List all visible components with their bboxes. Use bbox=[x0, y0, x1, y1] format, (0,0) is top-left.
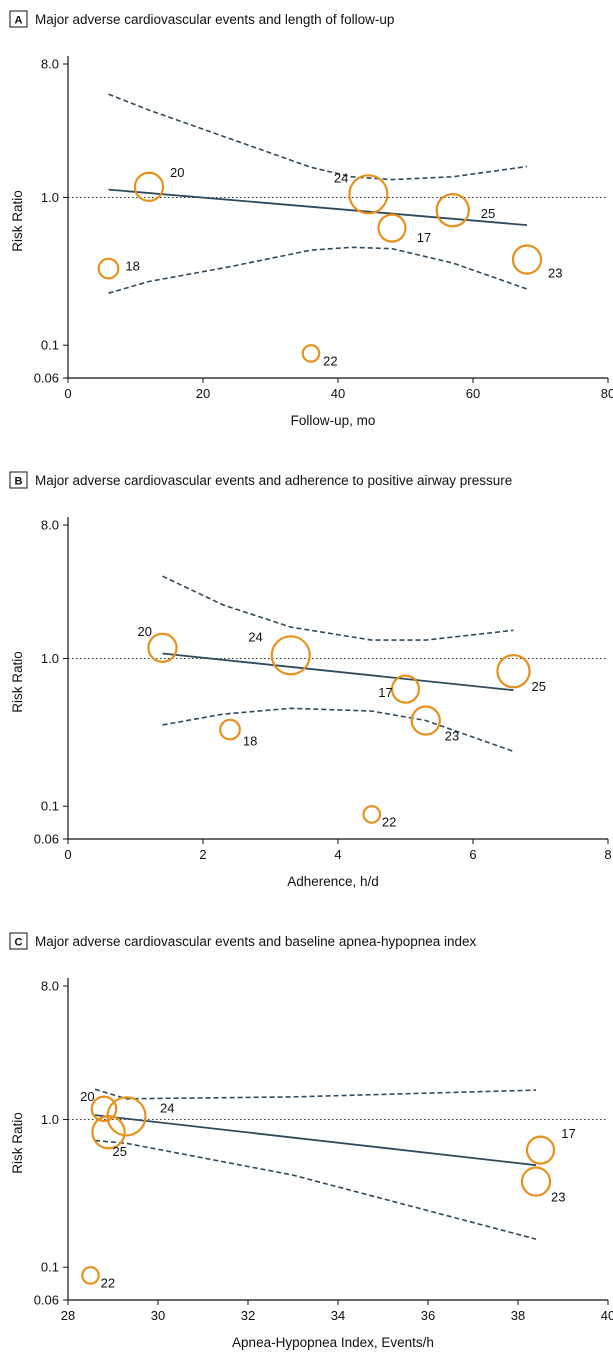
study-point bbox=[270, 635, 311, 676]
lower-ci-line bbox=[162, 707, 514, 753]
panel-letter-box bbox=[9, 10, 28, 28]
x-tick-label: 34 bbox=[331, 1308, 345, 1323]
x-tick-label: 0 bbox=[64, 847, 71, 862]
study-point bbox=[219, 718, 241, 741]
upper-ci-line bbox=[108, 93, 528, 181]
x-tick-label: 8 bbox=[604, 847, 611, 862]
study-point bbox=[525, 1135, 556, 1165]
study-label: 24 bbox=[248, 629, 262, 644]
panel-letter: C bbox=[15, 937, 23, 949]
study-label: 17 bbox=[378, 685, 392, 700]
regression-line bbox=[162, 652, 514, 692]
x-tick-label: 20 bbox=[196, 386, 210, 401]
x-tick-label: 30 bbox=[151, 1308, 165, 1323]
y-axis-label: Risk Ratio bbox=[10, 651, 25, 713]
x-tick-label: 32 bbox=[241, 1308, 255, 1323]
study-label: 17 bbox=[561, 1126, 575, 1141]
study-label: 18 bbox=[125, 259, 139, 274]
panel-a: A Major adverse cardiovascular events and… bbox=[9, 10, 613, 428]
study-label: 20 bbox=[138, 624, 152, 639]
study-point bbox=[520, 1166, 552, 1197]
study-point bbox=[362, 805, 382, 824]
x-tick-label: 60 bbox=[466, 386, 480, 401]
y-tick-label: 8.0 bbox=[41, 57, 59, 72]
y-tick-label: 0.06 bbox=[34, 1293, 59, 1308]
study-point bbox=[435, 192, 470, 228]
study-label: 17 bbox=[417, 230, 431, 245]
x-tick-label: 0 bbox=[64, 386, 71, 401]
study-label: 25 bbox=[532, 679, 546, 694]
y-tick-label: 8.0 bbox=[41, 979, 59, 994]
y-tick-label: 0.1 bbox=[41, 1260, 59, 1275]
x-tick-label: 6 bbox=[469, 847, 476, 862]
study-label: 24 bbox=[160, 1100, 174, 1115]
lower-ci-line bbox=[94, 1139, 537, 1240]
study-point bbox=[390, 674, 421, 704]
study-point bbox=[81, 1266, 100, 1285]
study-point bbox=[301, 344, 321, 363]
y-tick-label: 1.0 bbox=[41, 1112, 59, 1127]
x-tick-label: 80 bbox=[601, 386, 613, 401]
panel-letter: A bbox=[15, 15, 23, 27]
y-tick-label: 1.0 bbox=[41, 651, 59, 666]
panel-title: Major adverse cardiovascular events and … bbox=[35, 934, 477, 949]
study-label: 23 bbox=[548, 266, 562, 281]
regression-line bbox=[108, 188, 528, 226]
x-tick-label: 40 bbox=[601, 1308, 613, 1323]
study-point bbox=[496, 653, 531, 689]
study-point bbox=[377, 213, 407, 243]
study-label: 22 bbox=[323, 353, 337, 368]
panel-title: Major adverse cardiovascular events and … bbox=[35, 12, 394, 27]
study-point bbox=[511, 244, 543, 275]
regression-line bbox=[94, 1114, 537, 1167]
study-label: 24 bbox=[334, 170, 348, 185]
panel-title: Major adverse cardiovascular events and … bbox=[35, 473, 512, 488]
study-label: 23 bbox=[551, 1190, 565, 1205]
panel-letter: B bbox=[15, 476, 23, 488]
panel-c: C Major adverse cardiovascular events and… bbox=[9, 932, 613, 1350]
y-tick-label: 0.06 bbox=[34, 832, 59, 847]
study-label: 20 bbox=[170, 165, 184, 180]
x-axis-label: Follow-up, mo bbox=[291, 413, 376, 428]
study-label: 20 bbox=[80, 1089, 94, 1104]
x-axis-label: Apnea-Hypopnea Index, Events/h bbox=[232, 1335, 434, 1350]
study-point bbox=[91, 1114, 126, 1150]
x-tick-label: 4 bbox=[334, 847, 341, 862]
study-label: 25 bbox=[481, 206, 495, 221]
y-tick-label: 1.0 bbox=[41, 190, 59, 205]
study-label: 22 bbox=[382, 814, 396, 829]
x-tick-label: 38 bbox=[511, 1308, 525, 1323]
study-label: 18 bbox=[243, 734, 257, 749]
x-tick-label: 28 bbox=[61, 1308, 75, 1323]
x-axis-label: Adherence, h/d bbox=[287, 874, 379, 889]
study-point bbox=[133, 171, 165, 202]
study-label: 22 bbox=[101, 1275, 115, 1290]
study-point bbox=[90, 1095, 118, 1123]
panel-letter-box bbox=[9, 932, 28, 950]
y-tick-label: 0.1 bbox=[41, 799, 59, 814]
y-axis-label: Risk Ratio bbox=[10, 1112, 25, 1174]
study-point bbox=[147, 632, 178, 663]
y-tick-label: 0.1 bbox=[41, 338, 59, 353]
study-point bbox=[348, 174, 389, 215]
y-axis-label: Risk Ratio bbox=[10, 190, 25, 252]
study-label: 23 bbox=[445, 729, 459, 744]
study-point bbox=[410, 705, 441, 736]
y-tick-label: 8.0 bbox=[41, 518, 59, 533]
study-point bbox=[97, 257, 120, 280]
panel-b: B Major adverse cardiovascular events and… bbox=[9, 471, 612, 889]
x-tick-label: 36 bbox=[421, 1308, 435, 1323]
upper-ci-line bbox=[162, 575, 514, 641]
lower-ci-line bbox=[108, 246, 528, 294]
study-label: 25 bbox=[113, 1144, 127, 1159]
x-tick-label: 40 bbox=[331, 386, 345, 401]
panel-letter-box bbox=[9, 471, 28, 489]
x-tick-label: 2 bbox=[199, 847, 206, 862]
upper-ci-line bbox=[94, 1088, 537, 1100]
y-tick-label: 0.06 bbox=[34, 371, 59, 386]
